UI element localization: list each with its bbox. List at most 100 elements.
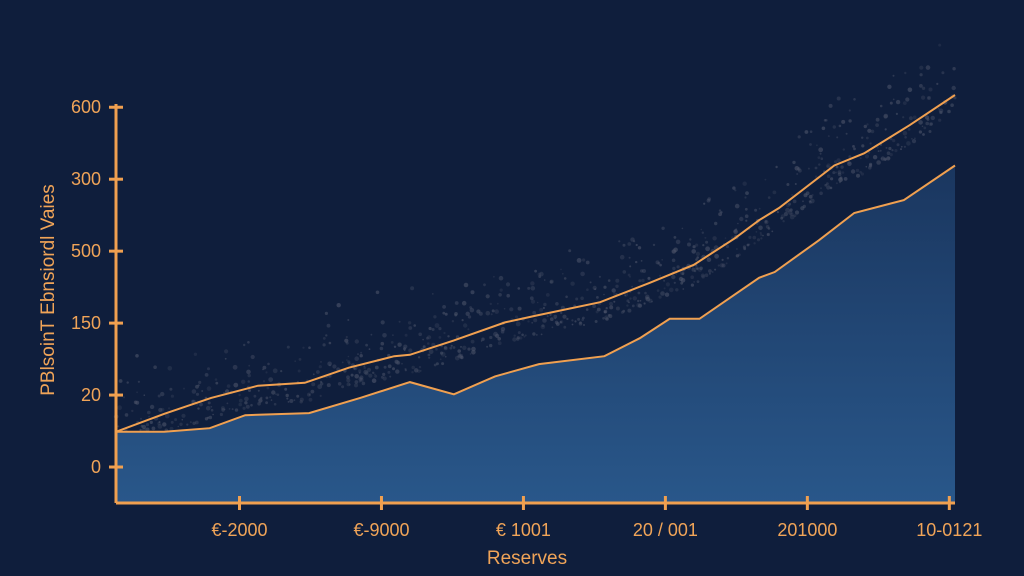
speckle [417,369,421,373]
speckle [661,259,663,261]
speckle [428,353,431,357]
speckle [794,210,800,215]
speckle [838,177,844,182]
speckle [494,309,500,314]
speckle [553,314,558,319]
speckle [638,279,642,283]
speckle [922,133,925,136]
speckle [631,285,633,288]
speckle [887,84,892,90]
speckle [401,362,403,365]
speckle [734,189,737,192]
speckle [821,126,826,131]
speckle [609,305,614,310]
speckle [622,243,626,247]
speckle [530,299,536,304]
speckle [742,181,747,186]
speckle [947,109,951,114]
speckle [418,332,423,337]
speckle [809,130,813,133]
speckle [470,339,475,344]
speckle [396,361,401,365]
speckle [568,249,572,253]
speckle [930,115,935,121]
speckle [879,149,882,152]
speckle [764,220,768,223]
speckle [645,296,651,302]
speckle [411,371,414,374]
speckle [598,275,602,278]
speckle [562,314,567,319]
speckle [447,335,450,338]
speckle [500,326,506,332]
area-series [116,165,955,503]
speckle [541,324,545,328]
speckle [665,282,671,287]
speckle [117,405,122,411]
speckle [906,141,911,146]
speckle [441,362,445,366]
speckle [760,233,763,236]
speckle [805,191,810,196]
y-tick-label: 150 [71,313,101,333]
speckle [693,281,695,283]
speckle [824,183,827,187]
speckle [476,309,481,314]
speckle [575,297,579,301]
speckle [380,341,385,346]
speckle [450,344,453,347]
speckle [823,119,827,122]
speckle [808,200,812,203]
speckle [664,292,670,297]
speckle [133,400,138,405]
speckle [775,165,778,169]
speckle [592,285,597,290]
speckle [308,346,311,350]
speckle [921,86,926,91]
speckle [223,391,225,394]
speckle [408,326,413,330]
speckle [208,415,213,420]
speckle [925,65,931,70]
speckle [574,320,577,323]
speckle [826,182,829,186]
speckle [706,257,712,263]
speckle [737,222,739,225]
speckle [346,382,351,387]
speckle [927,96,930,100]
speckle [536,301,539,304]
speckle [580,296,584,301]
speckle [690,275,694,280]
speckle [615,306,620,311]
speckle [641,278,645,283]
speckle [734,203,740,209]
speckle [160,407,165,412]
speckle [168,407,171,410]
speckle [444,312,448,316]
speckle [382,376,387,381]
speckle [443,331,446,335]
speckle [358,380,361,383]
speckle [294,360,297,363]
speckle [850,169,856,174]
speckle [735,254,740,258]
speckle [308,394,311,396]
speckle [580,271,585,277]
speckle [554,320,559,325]
speckle [382,372,386,376]
speckle [754,208,758,212]
speckle [748,235,752,239]
speckle [820,157,824,160]
speckle [602,317,605,320]
speckle [814,166,818,170]
speckle [911,139,917,144]
lower-series-line [116,164,956,433]
speckle [521,333,524,337]
speckle [826,165,830,168]
speckle [359,378,364,382]
speckle [911,137,913,140]
speckle [427,353,430,357]
speckle [149,404,155,410]
speckle [328,341,332,345]
speckle [489,335,493,340]
